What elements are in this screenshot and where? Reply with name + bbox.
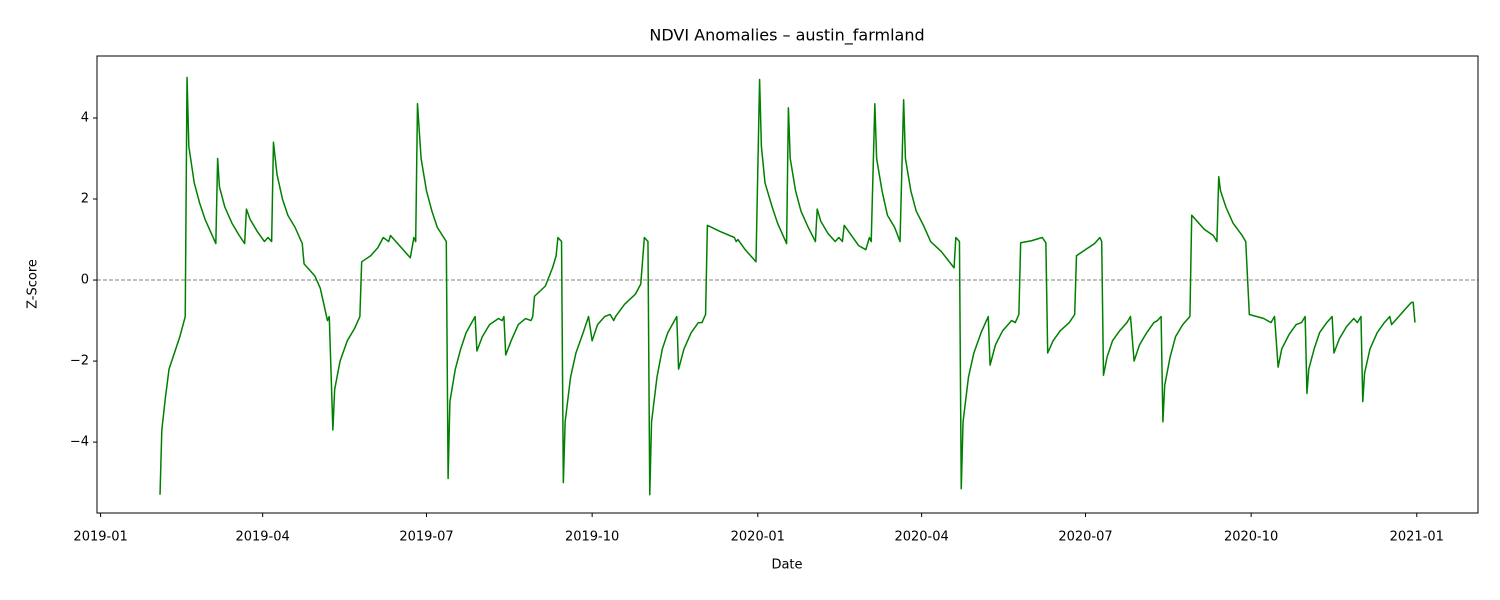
x-tick-label: 2020-10 [1224, 530, 1278, 545]
x-tick-label: 2020-04 [894, 530, 948, 545]
x-tick-label: 2019-01 [73, 530, 127, 545]
x-tick-label: 2021-01 [1390, 530, 1444, 545]
y-tick-label: −2 [70, 354, 89, 369]
y-axis-label: Z-Score [26, 259, 41, 309]
x-tick-label: 2019-07 [399, 530, 453, 545]
data-line [159, 76, 1416, 496]
y-tick-label: 2 [81, 192, 89, 207]
y-tick-label: −4 [70, 435, 89, 450]
chart-title: NDVI Anomalies – austin_farmland [649, 26, 924, 46]
x-tick-label: 2020-07 [1058, 530, 1112, 545]
y-tick-label: 4 [81, 110, 89, 125]
x-tick-label: 2020-01 [731, 530, 785, 545]
x-axis-label: Date [771, 558, 802, 573]
plot-frame [96, 55, 1479, 514]
x-tick-label: 2019-04 [235, 530, 289, 545]
y-tick-label: 0 [81, 273, 89, 288]
x-tick-label: 2019-10 [565, 530, 619, 545]
